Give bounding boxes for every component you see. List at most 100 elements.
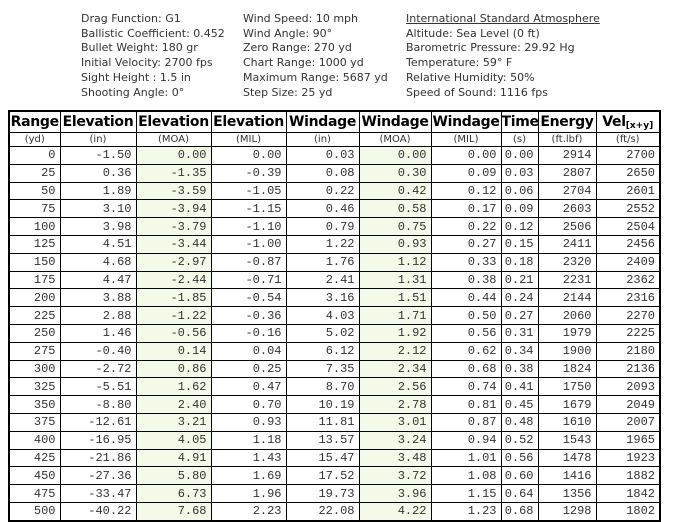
cell: 0.33 [430, 252, 502, 272]
info-line: Speed of Sound: 1116 fps [406, 85, 548, 99]
cell: 2704 [537, 181, 597, 201]
cell: 0.42 [358, 181, 432, 201]
cell: 3.01 [358, 412, 432, 432]
cell: -3.79 [135, 217, 212, 236]
cell: 11.81 [285, 412, 360, 432]
atmosphere-title: International Standard Atmosphere [406, 12, 600, 25]
cell: -0.36 [210, 306, 287, 325]
cell: 2136 [595, 359, 661, 379]
info-line: Initial Velocity: 2700 fps [81, 56, 213, 70]
cell: 22.08 [285, 501, 360, 522]
col-header-windage-6: Windage [430, 110, 502, 133]
cell: 17.52 [285, 466, 360, 486]
cell: 4.91 [135, 448, 212, 468]
cell: -16.95 [59, 430, 137, 450]
info-line: Shooting Angle: 0° [81, 85, 185, 99]
cell: 1824 [537, 359, 597, 379]
cell: 1.22 [285, 234, 360, 254]
cell: -2.72 [59, 359, 137, 379]
cell: 6.12 [285, 341, 360, 361]
cell: 125 [8, 234, 61, 254]
cell: 0.04 [210, 341, 287, 361]
cell: 1.43 [210, 448, 287, 468]
cell: 3.96 [358, 484, 432, 503]
cell: 7.35 [285, 359, 360, 379]
cell: 2603 [537, 199, 597, 219]
cell: 0.38 [500, 359, 539, 379]
cell: 1.62 [135, 377, 212, 397]
info-line: Altitude: Sea Level (0 ft) [406, 26, 540, 40]
cell: 2700 [595, 146, 661, 165]
cell: 225 [8, 306, 61, 325]
cell: 25 [8, 163, 61, 183]
cell: 0.93 [210, 412, 287, 432]
cell: 0.31 [500, 323, 539, 343]
cell: 4.22 [358, 501, 432, 522]
cell: 1.31 [358, 270, 432, 290]
col-header-windage-4: Windage [285, 110, 360, 133]
cell: -21.86 [59, 448, 137, 468]
cell: 2914 [537, 146, 597, 165]
cell: -0.40 [59, 341, 137, 361]
table-row: 350 -8.80 2.40 0.70 10.19 2.78 0.81 0.45 1679 204… [8, 395, 661, 414]
cell: 2411 [537, 234, 597, 254]
cell: 2.40 [135, 395, 212, 414]
info-line: Maximum Range: 5687 yd [243, 70, 388, 84]
cell: 0.56 [430, 323, 502, 343]
info-line: Ballistic Coefficient: 0.452 [81, 26, 225, 40]
cell: -0.56 [135, 323, 212, 343]
col-unit-2: (MOA) [135, 132, 212, 147]
cell: 0.24 [500, 288, 539, 308]
col-unit-1: (in) [59, 132, 137, 147]
cell: 1478 [537, 448, 597, 468]
cell: 8.70 [285, 377, 360, 397]
cell: 1.76 [285, 252, 360, 272]
info-line: Relative Humidity: 50% [406, 70, 535, 84]
table-row: 200 3.88 -1.85 -0.54 3.16 1.51 0.44 0.24 2144 231… [8, 288, 661, 308]
cell: -1.35 [135, 163, 212, 183]
cell: 0.00 [500, 146, 539, 165]
cell: 0.60 [500, 466, 539, 486]
cell: -0.39 [210, 163, 287, 183]
col-unit-6: (MIL) [430, 132, 502, 147]
cell: 2.12 [358, 341, 432, 361]
table-row: 150 4.68 -2.97 -0.87 1.76 1.12 0.33 0.18 2320 240… [8, 252, 661, 272]
info-line: Wind Speed: 10 mph [243, 12, 358, 25]
col-header-subscript: [x+y] [625, 120, 654, 131]
cell: 0.18 [500, 252, 539, 272]
col-header-time-7: Time [500, 110, 539, 133]
table-row: 425 -21.86 4.91 1.43 15.47 3.48 1.01 0.56 1478 19… [8, 448, 661, 468]
cell: 1679 [537, 395, 597, 414]
col-unit-8: (ft.lbf) [537, 132, 597, 147]
cell: 19.73 [285, 484, 360, 503]
cell: 0.68 [500, 501, 539, 522]
table-row: 500 -40.22 7.68 2.23 22.08 4.22 1.23 0.68 1298 18… [8, 501, 661, 522]
cell: 0.62 [430, 341, 502, 361]
cell: 3.16 [285, 288, 360, 308]
cell: 300 [8, 359, 61, 379]
cell: 0.47 [210, 377, 287, 397]
cell: 400 [8, 430, 61, 450]
units-row: (yd) (in) (MOA) (MIL) (in) (MOA) (MIL) (s) (ft.l… [8, 132, 661, 147]
cell: 0.03 [500, 163, 539, 183]
table-row: 475 -33.47 6.73 1.96 19.73 3.96 1.15 0.64 1356 18… [8, 484, 661, 503]
cell: 0.70 [210, 395, 287, 414]
cell: 3.21 [135, 412, 212, 432]
cell: 0.74 [430, 377, 502, 397]
table-row: 400 -16.95 4.05 1.18 13.57 3.24 0.94 0.52 1543 19… [8, 430, 661, 450]
cell: 7.68 [135, 501, 212, 522]
cell: 2049 [595, 395, 661, 414]
cell: 5.80 [135, 466, 212, 486]
cell: 0.56 [500, 448, 539, 468]
cell: 2270 [595, 306, 661, 325]
cell: 4.05 [135, 430, 212, 450]
cell: 2506 [537, 217, 597, 236]
cell: 2144 [537, 288, 597, 308]
cell: 0.00 [358, 146, 432, 165]
info-line: Zero Range: 270 yd [243, 41, 352, 55]
info-col-1: Drag Function: G1 Ballistic Coefficient: … [81, 12, 225, 100]
cell: 0.58 [358, 199, 432, 219]
cell: 1.92 [358, 323, 432, 343]
cell: 0.45 [500, 395, 539, 414]
cell: 1750 [537, 377, 597, 397]
